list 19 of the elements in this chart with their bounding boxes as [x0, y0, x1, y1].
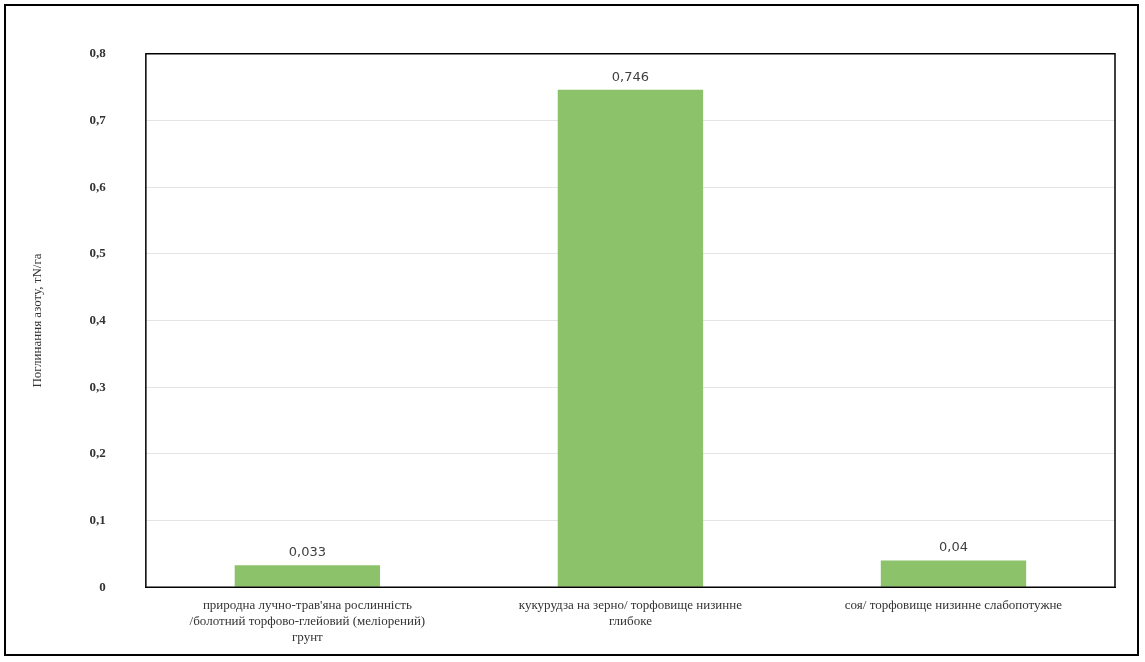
x-tick-label: соя/ торфовище низинне слабопотужне: [844, 597, 1063, 613]
y-tick-label: 0,1: [89, 511, 106, 527]
y-tick-label: 0,5: [89, 245, 107, 261]
y-tick-label: 0,8: [89, 45, 107, 61]
data-label: 0,746: [611, 68, 650, 84]
y-tick-label: 0: [99, 578, 106, 594]
y-tick-label: 0,6: [89, 178, 107, 194]
x-tick-label: кукурудза на зерно/ торфовище низинне глибоке: [518, 597, 743, 629]
bar: [557, 89, 704, 587]
x-tick-label: природна лучно-трав'яна рослинність /болотний торфово-глейовий (меліорений) грунт: [189, 597, 426, 644]
y-tick-label: 0,4: [89, 311, 107, 327]
y-tick-label: 0,7: [89, 111, 107, 127]
bar: [880, 560, 1027, 587]
y-axis-title: Поглинання азоту, тN/га: [29, 253, 45, 388]
data-label: 0,04: [939, 539, 968, 555]
data-label: 0,033: [288, 544, 326, 560]
y-tick-label: 0,3: [89, 378, 107, 394]
y-tick-label: 0,2: [89, 445, 106, 461]
bar: [234, 565, 381, 587]
